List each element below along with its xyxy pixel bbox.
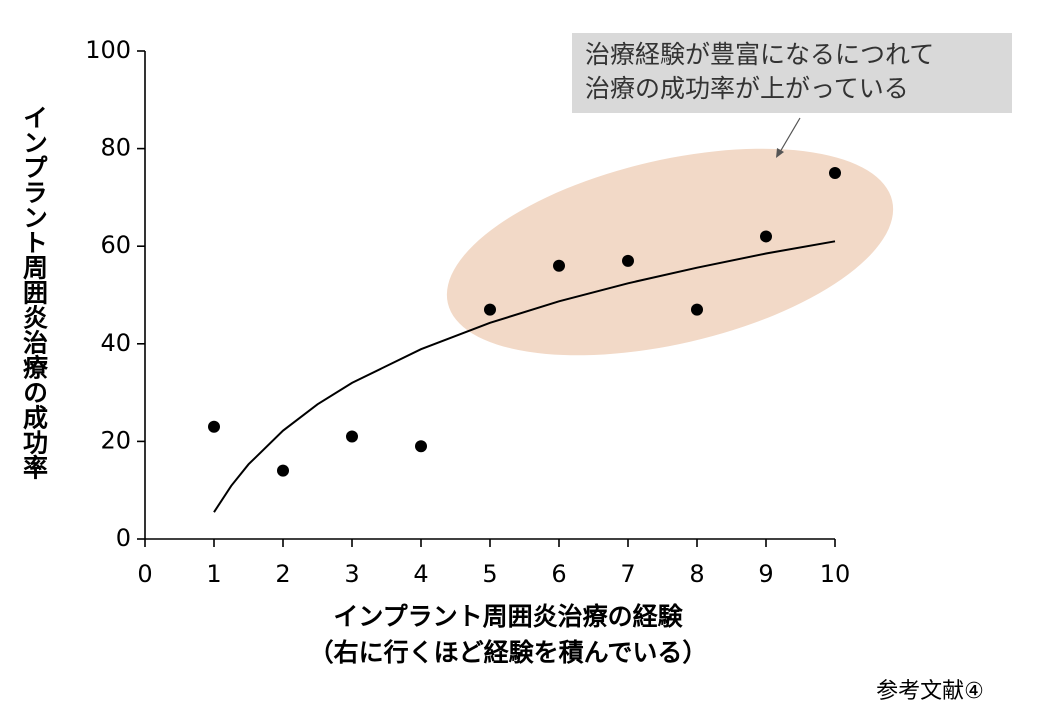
- callout-box: [572, 33, 1012, 113]
- y-tick-label: 100: [85, 36, 131, 64]
- callout-text: 治療経験が豊富になるにつれて: [585, 40, 934, 69]
- x-tick-label: 7: [620, 560, 635, 588]
- y-tick-label: 80: [100, 134, 131, 162]
- x-tick-label: 6: [551, 560, 566, 588]
- data-point: [208, 420, 220, 433]
- data-point: [691, 303, 703, 316]
- x-axis-label: インプラント周囲炎治療の経験: [333, 602, 683, 631]
- y-tick-label: 60: [100, 231, 131, 259]
- callout-arrow: [779, 117, 801, 153]
- x-tick-label: 2: [275, 560, 290, 588]
- trend-line: [213, 240, 836, 513]
- y-axis-label: インプラント周囲炎治療の成功率: [20, 105, 49, 480]
- source: 参考文献④: [876, 679, 984, 704]
- data-point: [277, 464, 289, 477]
- x-tick-label: 3: [344, 560, 359, 588]
- data-point: [622, 254, 634, 267]
- x-tick-label: 4: [413, 560, 428, 588]
- data-point: [760, 230, 772, 243]
- x-tick-label: 10: [820, 560, 851, 588]
- x-tick-label: 0: [137, 560, 152, 588]
- y-tick-label: 0: [116, 524, 131, 552]
- y-tick-label: 20: [100, 426, 131, 454]
- data-point: [346, 430, 358, 443]
- data-point: [415, 440, 427, 453]
- x-tick-label: 1: [206, 560, 221, 588]
- x-tick-label: 5: [482, 560, 497, 588]
- data-point: [553, 259, 565, 272]
- callout-arrowhead: [776, 148, 784, 158]
- x-tick-label: 9: [758, 560, 773, 588]
- callout-text: 治療の成功率が上がっている: [585, 74, 909, 103]
- highlight-ellipse: [446, 148, 894, 356]
- x-axis-label: （右に行くほど経験を積んでいる）: [309, 638, 708, 667]
- data-point: [829, 167, 841, 179]
- y-tick-label: 40: [100, 329, 131, 357]
- data-point: [484, 303, 496, 316]
- x-tick-label: 8: [689, 560, 704, 588]
